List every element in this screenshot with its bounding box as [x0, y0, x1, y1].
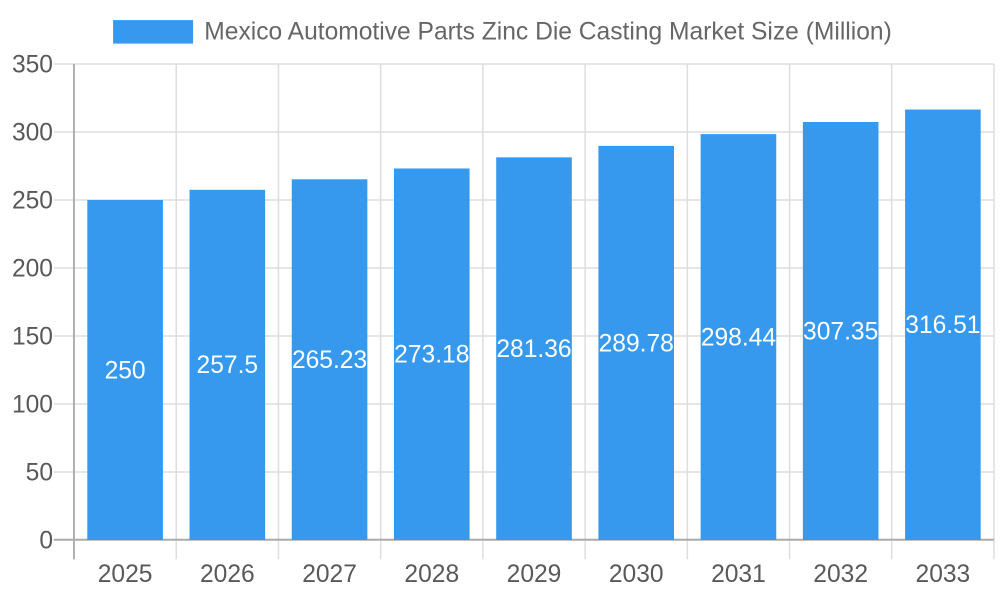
svg-text:50: 50 — [26, 459, 53, 486]
svg-text:150: 150 — [12, 323, 53, 350]
svg-text:2033: 2033 — [916, 561, 971, 588]
svg-text:265.23: 265.23 — [292, 347, 367, 374]
svg-text:2027: 2027 — [302, 561, 357, 588]
svg-text:350: 350 — [12, 51, 53, 78]
svg-text:2032: 2032 — [813, 561, 868, 588]
svg-text:250: 250 — [12, 187, 53, 214]
svg-text:2031: 2031 — [711, 561, 766, 588]
svg-text:298.44: 298.44 — [701, 324, 776, 351]
svg-text:100: 100 — [12, 391, 53, 418]
svg-text:2030: 2030 — [609, 561, 664, 588]
svg-text:273.18: 273.18 — [394, 342, 469, 369]
svg-text:289.78: 289.78 — [599, 330, 674, 357]
svg-text:Mexico Automotive Parts Zinc D: Mexico Automotive Parts Zinc Die Casting… — [204, 19, 891, 46]
svg-text:250: 250 — [105, 357, 146, 384]
svg-text:2029: 2029 — [507, 561, 562, 588]
svg-text:316.51: 316.51 — [905, 312, 980, 339]
svg-text:200: 200 — [12, 255, 53, 282]
svg-text:2028: 2028 — [404, 561, 459, 588]
svg-text:2025: 2025 — [98, 561, 153, 588]
svg-text:257.5: 257.5 — [197, 352, 259, 379]
svg-text:300: 300 — [12, 119, 53, 146]
svg-text:2026: 2026 — [200, 561, 255, 588]
svg-text:0: 0 — [39, 527, 53, 554]
svg-text:281.36: 281.36 — [496, 336, 571, 363]
svg-text:307.35: 307.35 — [803, 318, 878, 345]
